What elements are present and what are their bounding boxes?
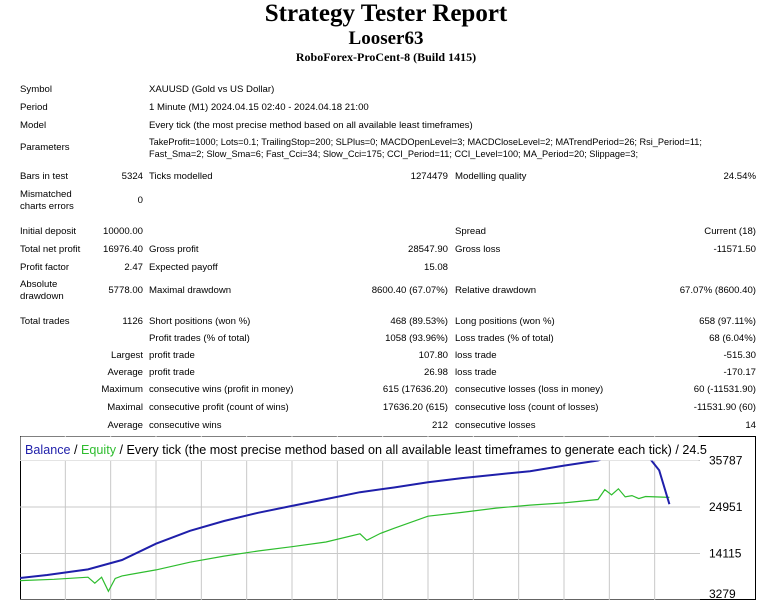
spread-label: Spread — [455, 226, 486, 237]
short-positions-value: 468 (89.53%) — [390, 316, 448, 327]
quality-label: Modelling quality — [455, 171, 527, 182]
total-trades-label: Total trades — [20, 316, 70, 327]
period-value: 1 Minute (M1) 2024.04.15 02:40 - 2024.04… — [149, 102, 369, 113]
parameters-line-1: TakeProfit=1000; Lots=0.1; TrailingStop=… — [149, 137, 702, 147]
quality-value: 24.54% — [723, 171, 756, 182]
average-consecutive-losses-value: 14 — [745, 420, 756, 431]
maximal-consecutive-loss-value: -11531.90 (60) — [693, 402, 756, 413]
legend-separator: / — [71, 443, 82, 457]
legend-background — [20, 436, 699, 461]
gross-profit-label: Gross profit — [149, 244, 199, 255]
parameters-line-2: Fast_Sma=2; Slow_Sma=6; Fast_Cci=34; Slo… — [149, 149, 639, 159]
average-profit-value: 26.98 — [423, 367, 448, 378]
absolute-drawdown-label-2: drawdown — [20, 291, 64, 302]
bars-label: Bars in test — [20, 171, 68, 182]
ticks-label: Ticks modelled — [149, 171, 213, 182]
maximum-label: Maximum — [101, 384, 143, 395]
mismatch-label-1: Mismatched — [20, 189, 72, 200]
model-label: Model — [20, 120, 47, 131]
profit-factor-value: 2.47 — [124, 262, 143, 273]
average-consecutive-wins-value: 212 — [431, 420, 448, 431]
model-value: Every tick (the most precise method base… — [149, 120, 473, 131]
short-positions-label: Short positions (won %) — [149, 316, 251, 327]
expected-payoff-value: 15.08 — [423, 262, 448, 273]
spread-value: Current (18) — [704, 226, 756, 237]
legend-equity: Equity — [81, 443, 117, 457]
loss-trades-value: 68 (6.04%) — [709, 333, 756, 344]
long-positions-label: Long positions (won %) — [455, 316, 555, 327]
average-loss-label: loss trade — [455, 367, 497, 378]
average-consecutive-losses-label: consecutive losses — [455, 420, 536, 431]
profit-trades-value: 1058 (93.96%) — [385, 333, 448, 344]
maximal-drawdown-label: Maximal drawdown — [149, 285, 232, 296]
max-consecutive-wins-value: 615 (17636.20) — [382, 384, 448, 395]
average-loss-value: -170.17 — [723, 367, 756, 378]
report-title: Strategy Tester Report — [264, 0, 508, 27]
symbol-value: XAUUSD (Gold vs US Dollar) — [149, 84, 275, 95]
largest-profit-value: 107.80 — [418, 350, 448, 361]
expected-payoff-label: Expected payoff — [149, 262, 218, 273]
average-consecutive-wins-label: consecutive wins — [149, 420, 222, 431]
absolute-drawdown-value: 5778.00 — [108, 285, 143, 296]
initial-deposit-label: Initial deposit — [20, 226, 76, 237]
gross-loss-value: -11571.50 — [713, 244, 757, 255]
maximal-consecutive-profit-value: 17636.20 (615) — [382, 402, 448, 413]
maximal-drawdown-value: 8600.40 (67.07%) — [371, 285, 448, 296]
max-consecutive-losses-label: consecutive losses (loss in money) — [455, 384, 604, 395]
net-profit-label: Total net profit — [20, 244, 81, 255]
largest-label: Largest — [111, 350, 143, 361]
ticks-value: 1274479 — [410, 171, 448, 182]
y-tick-label: 35787 — [709, 454, 743, 468]
equity-series-line — [20, 487, 670, 593]
expert-name: Looser63 — [348, 28, 424, 49]
largest-loss-label: loss trade — [455, 350, 497, 361]
symbol-label: Symbol — [20, 84, 52, 95]
y-tick-label: 14115 — [709, 547, 742, 561]
absolute-drawdown-label-1: Absolute — [20, 279, 58, 290]
y-tick-label: 3279 — [709, 587, 736, 600]
average-profit-label: profit trade — [149, 367, 195, 378]
mismatch-label-2: charts errors — [20, 201, 74, 212]
largest-profit-label: profit trade — [149, 350, 195, 361]
profit-trades-label: Profit trades (% of total) — [149, 333, 250, 344]
total-trades-value: 1126 — [122, 316, 143, 327]
parameters-label: Parameters — [20, 142, 70, 153]
relative-drawdown-value: 67.07% (8600.40) — [679, 285, 756, 296]
maximal-consecutive-loss-label: consecutive loss (count of losses) — [455, 402, 599, 413]
profit-factor-label: Profit factor — [20, 262, 70, 273]
gross-profit-value: 28547.90 — [407, 244, 448, 255]
legend-balance: Balance — [25, 443, 71, 457]
relative-drawdown-label: Relative drawdown — [455, 285, 537, 296]
max-consecutive-losses-value: 60 (-11531.90) — [693, 384, 756, 395]
maximal-consecutive-profit-label: consecutive profit (count of wins) — [149, 402, 289, 413]
loss-trades-label: Loss trades (% of total) — [455, 333, 554, 344]
legend-description: / Every tick (the most precise method ba… — [116, 443, 707, 457]
initial-deposit-value: 10000.00 — [102, 226, 143, 237]
maximal-label: Maximal — [107, 402, 143, 413]
period-label: Period — [20, 102, 48, 113]
server-name: RoboForex-ProCent-8 (Build 1415) — [295, 50, 477, 64]
long-positions-value: 658 (97.11%) — [699, 316, 756, 327]
net-profit-value: 16976.40 — [102, 244, 143, 255]
bars-value: 5324 — [121, 171, 143, 182]
chart-legend: Balance / Equity / Every tick (the most … — [25, 443, 707, 457]
max-consecutive-wins-label: consecutive wins (profit in money) — [149, 384, 294, 395]
gross-loss-label: Gross loss — [455, 244, 501, 255]
y-tick-label: 24951 — [709, 500, 743, 514]
largest-loss-value: -515.30 — [723, 350, 756, 361]
balance-equity-chart: Balance / Equity / Every tick (the most … — [20, 436, 756, 600]
average-label: Average — [107, 367, 143, 378]
mismatch-value: 0 — [137, 195, 143, 206]
average-consecutive-label: Average — [107, 420, 143, 431]
